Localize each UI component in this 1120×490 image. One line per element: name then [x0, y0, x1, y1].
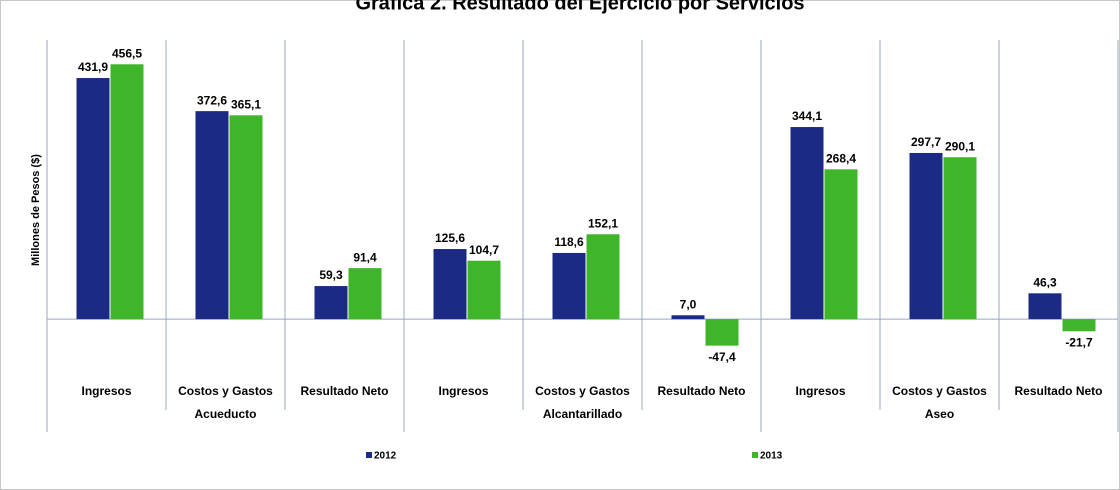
data-label: 290,1 — [945, 139, 975, 153]
bar — [195, 111, 229, 320]
data-label: 7,0 — [680, 297, 697, 311]
x-tick-label: Resultado Neto — [657, 384, 745, 398]
data-label: 59,3 — [319, 268, 343, 282]
data-label: 372,6 — [197, 93, 227, 107]
data-label: 344,1 — [792, 109, 822, 123]
bar — [705, 319, 739, 346]
bar — [348, 268, 382, 320]
data-label: 118,6 — [554, 235, 584, 249]
x-tick-label: Resultado Neto — [300, 384, 388, 398]
legend-label: 2013 — [760, 451, 783, 462]
group-label: Alcantarillado — [543, 407, 622, 421]
data-label: 91,4 — [353, 250, 377, 264]
group-label: Aseo — [925, 407, 954, 421]
bar — [467, 260, 501, 320]
legend-swatch — [366, 452, 372, 458]
bar — [1028, 293, 1062, 320]
data-label: 125,6 — [435, 231, 465, 245]
x-tick-label: Costos y Gastos — [178, 384, 273, 398]
y-axis-label: Millones de Pesos ($) — [30, 154, 42, 266]
data-label: -47,4 — [708, 350, 736, 364]
data-label: 104,7 — [469, 243, 499, 257]
data-label: 297,7 — [911, 135, 941, 149]
data-label: 152,1 — [588, 216, 618, 230]
bar — [909, 152, 943, 320]
bar — [552, 252, 586, 320]
bar — [824, 169, 858, 320]
legend-label: 2012 — [374, 451, 397, 462]
data-label: 456,5 — [112, 46, 142, 60]
chart-title: Gráfica 2. Resultado del Ejercicio por S… — [355, 0, 804, 14]
x-tick-label: Ingresos — [81, 384, 131, 398]
bar — [110, 64, 144, 320]
x-tick-label: Ingresos — [438, 384, 488, 398]
bar — [229, 115, 263, 320]
legend-swatch — [752, 452, 758, 458]
bar — [1062, 319, 1096, 332]
data-label: 268,4 — [826, 151, 856, 165]
data-label: 365,1 — [231, 97, 261, 111]
bar — [943, 157, 977, 320]
x-tick-label: Ingresos — [795, 384, 845, 398]
x-tick-label: Resultado Neto — [1014, 384, 1102, 398]
data-label: 431,9 — [78, 60, 108, 74]
x-tick-label: Costos y Gastos — [535, 384, 630, 398]
bar — [790, 127, 824, 320]
data-label: -21,7 — [1065, 335, 1093, 349]
group-label: Acueducto — [194, 407, 256, 421]
x-tick-label: Costos y Gastos — [892, 384, 987, 398]
bar — [433, 249, 467, 320]
bar — [671, 315, 705, 320]
data-label: 46,3 — [1033, 275, 1057, 289]
bar — [314, 286, 348, 320]
bar — [76, 78, 110, 320]
bar — [586, 234, 620, 320]
